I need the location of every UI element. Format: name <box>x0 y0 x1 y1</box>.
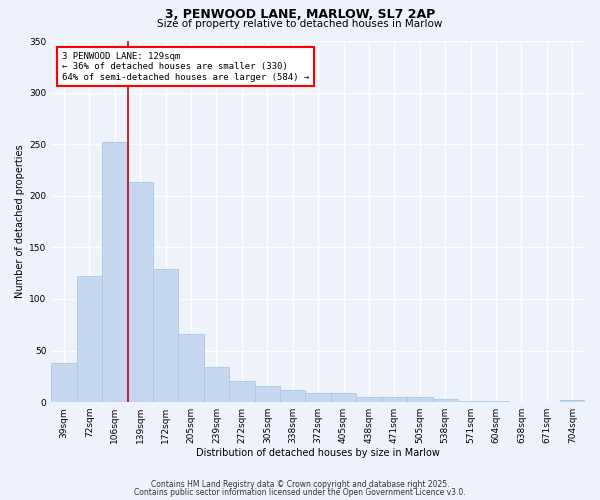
Bar <box>204 367 229 402</box>
Y-axis label: Number of detached properties: Number of detached properties <box>15 144 25 298</box>
Bar <box>280 390 305 402</box>
Bar <box>128 182 153 402</box>
Text: Size of property relative to detached houses in Marlow: Size of property relative to detached ho… <box>157 19 443 29</box>
Bar <box>331 393 356 402</box>
Bar <box>458 401 484 402</box>
Bar <box>305 393 331 402</box>
Bar <box>560 400 585 402</box>
Bar <box>407 397 433 402</box>
Bar <box>433 399 458 402</box>
Text: Contains public sector information licensed under the Open Government Licence v3: Contains public sector information licen… <box>134 488 466 497</box>
Bar <box>153 269 178 402</box>
Bar <box>382 397 407 402</box>
X-axis label: Distribution of detached houses by size in Marlow: Distribution of detached houses by size … <box>196 448 440 458</box>
Bar <box>102 142 128 402</box>
Bar <box>178 334 204 402</box>
Bar <box>356 397 382 402</box>
Text: 3, PENWOOD LANE, MARLOW, SL7 2AP: 3, PENWOOD LANE, MARLOW, SL7 2AP <box>165 8 435 20</box>
Bar <box>229 382 254 402</box>
Text: 3 PENWOOD LANE: 129sqm
← 36% of detached houses are smaller (330)
64% of semi-de: 3 PENWOOD LANE: 129sqm ← 36% of detached… <box>62 52 309 82</box>
Bar <box>484 401 509 402</box>
Bar <box>51 363 77 402</box>
Bar <box>77 276 102 402</box>
Bar <box>254 386 280 402</box>
Text: Contains HM Land Registry data © Crown copyright and database right 2025.: Contains HM Land Registry data © Crown c… <box>151 480 449 489</box>
